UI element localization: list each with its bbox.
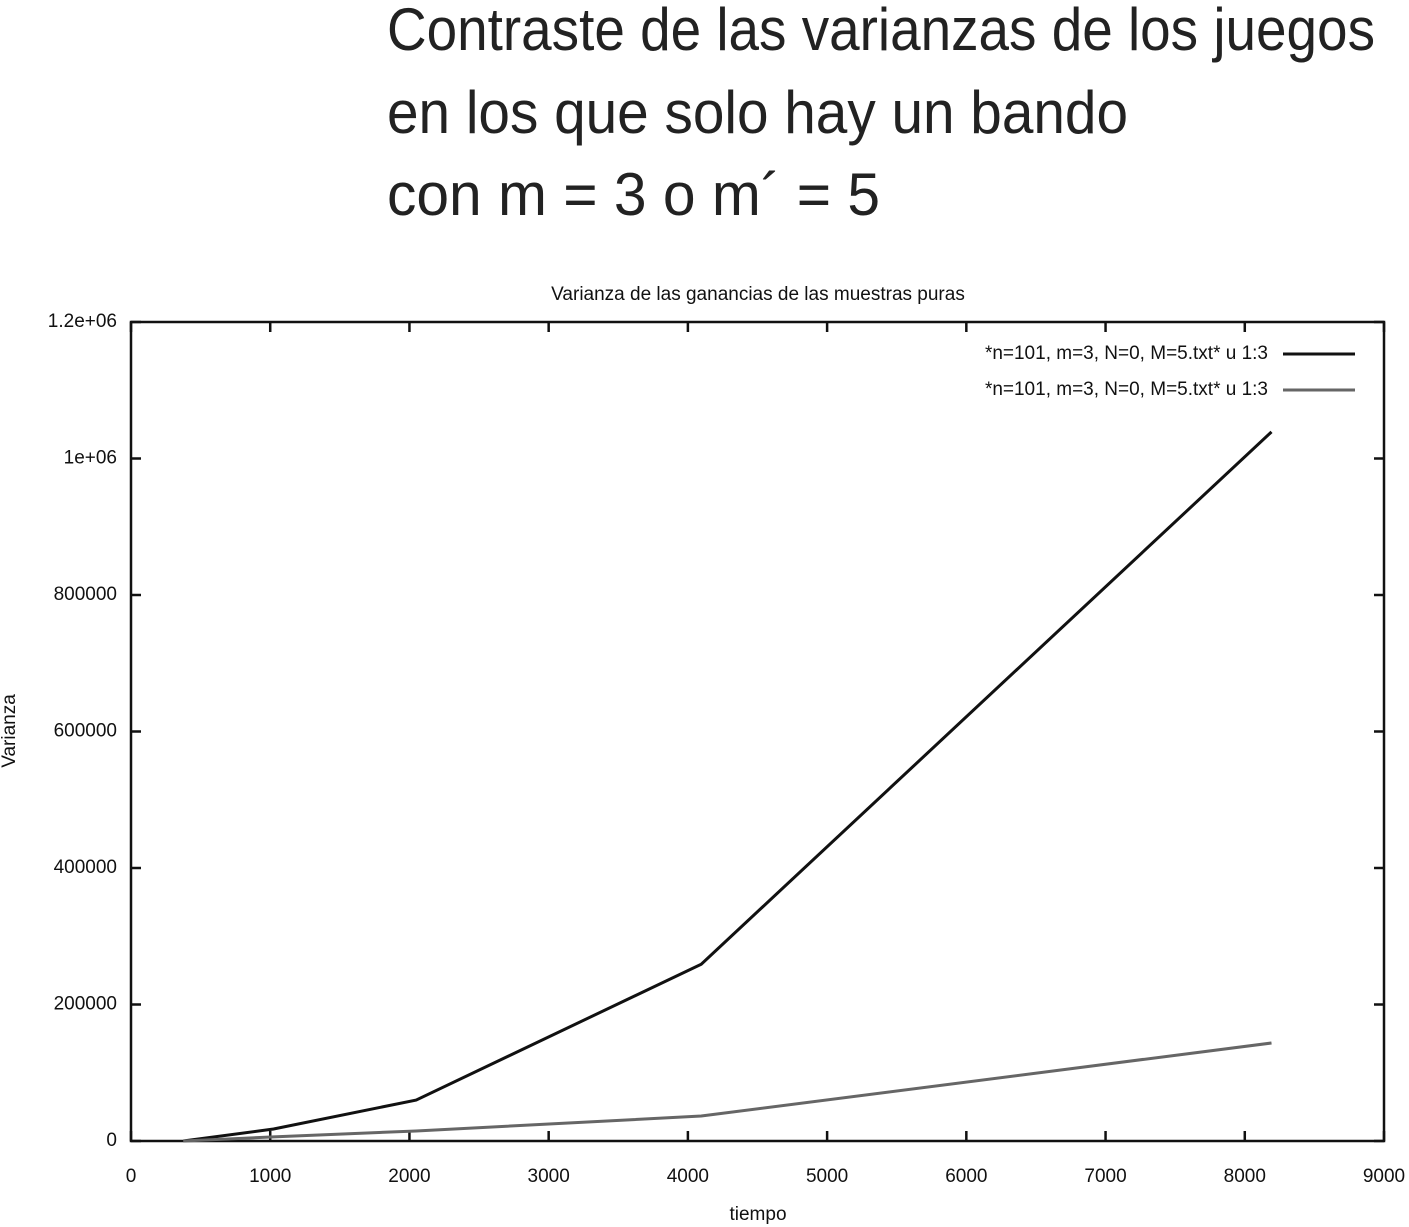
x-tick-label: 4000 bbox=[667, 1166, 709, 1187]
x-tick-label: 1000 bbox=[249, 1166, 291, 1187]
x-tick-label: 9000 bbox=[1363, 1166, 1405, 1187]
x-tick-label: 7000 bbox=[1084, 1166, 1126, 1187]
x-tick-label: 3000 bbox=[528, 1166, 570, 1187]
legend-label: *n=101, m=3, N=0, M=5.txt* u 1:3 bbox=[985, 343, 1268, 364]
chart-title: Varianza de las ganancias de las muestra… bbox=[551, 284, 965, 305]
y-tick-label: 200000 bbox=[54, 994, 117, 1015]
x-tick-label: 0 bbox=[126, 1166, 137, 1187]
legend-label: *n=101, m=3, N=0, M=5.txt* u 1:3 bbox=[985, 379, 1268, 400]
x-tick-label: 6000 bbox=[945, 1166, 987, 1187]
x-axis-label: tiempo bbox=[729, 1204, 786, 1225]
series-line bbox=[183, 1041, 1272, 1143]
y-axis-label: Varianza bbox=[0, 694, 20, 768]
plot-frame bbox=[129, 320, 1386, 1143]
y-tick-label: 800000 bbox=[54, 584, 117, 605]
x-tick-label: 2000 bbox=[388, 1166, 430, 1187]
y-tick-label: 600000 bbox=[54, 721, 117, 742]
heading-line: en los que solo hay un bando bbox=[387, 79, 1128, 146]
y-tick-label: 1e+06 bbox=[64, 448, 117, 469]
x-tick-label: 8000 bbox=[1224, 1166, 1266, 1187]
heading-line: con m = 3 o m´ = 5 bbox=[387, 161, 880, 228]
x-tick-label: 5000 bbox=[806, 1166, 848, 1187]
y-tick-label: 0 bbox=[106, 1130, 117, 1151]
y-tick-label: 1.2e+06 bbox=[48, 311, 117, 332]
heading-line: Contraste de las varianzas de los juegos bbox=[387, 0, 1375, 63]
y-tick-label: 400000 bbox=[54, 857, 117, 878]
series-line bbox=[183, 430, 1273, 1143]
